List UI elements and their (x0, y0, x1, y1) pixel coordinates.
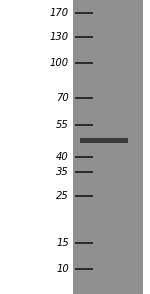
Text: 170: 170 (50, 8, 69, 18)
Text: 130: 130 (50, 32, 69, 42)
Text: 40: 40 (56, 152, 69, 162)
Text: 100: 100 (50, 58, 69, 68)
Bar (73, 0, 142, 294)
Text: 25: 25 (56, 191, 69, 201)
Bar (80, 138, 128, 143)
Text: 55: 55 (56, 120, 69, 130)
Text: 15: 15 (56, 238, 69, 248)
Text: 70: 70 (56, 93, 69, 103)
Text: 35: 35 (56, 167, 69, 177)
Text: 10: 10 (56, 264, 69, 274)
